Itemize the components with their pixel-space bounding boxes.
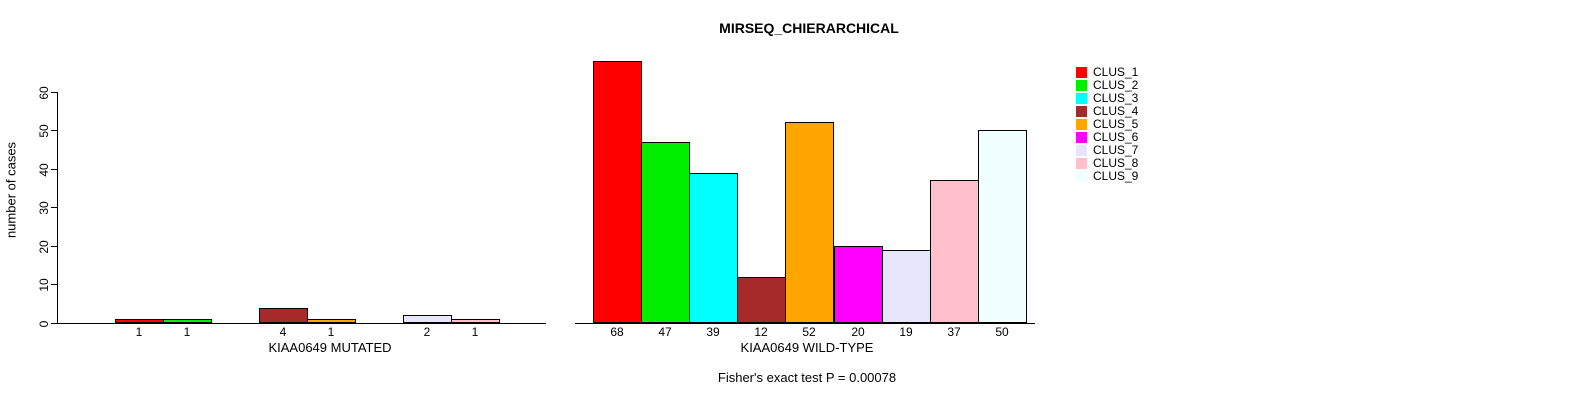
bar-clus_1 [115, 319, 164, 323]
y-tick-mark [51, 284, 57, 285]
bar-count-label: 1 [471, 325, 479, 339]
legend-swatch-clus_4 [1076, 106, 1087, 117]
y-tick-label: 10 [37, 277, 51, 292]
bar-count-label: 2 [423, 325, 431, 339]
y-tick-label: 0 [37, 320, 51, 327]
x-axis-line [575, 323, 1035, 324]
bar-count-label: 50 [995, 325, 1009, 339]
y-tick-mark [51, 323, 57, 324]
bar-count-label: 39 [706, 325, 720, 339]
y-tick-label: 40 [37, 162, 51, 177]
bar-clus_3 [689, 173, 738, 323]
legend-label-clus_9: CLUS_9 [1093, 169, 1139, 183]
bar-count-label: 68 [610, 325, 624, 339]
bar-clus_6 [834, 246, 883, 323]
bar-count-label: 12 [754, 325, 768, 339]
y-axis-title: number of cases [3, 141, 19, 239]
bar-clus_8 [930, 180, 979, 323]
x-axis-label-mutated: KIAA0649 MUTATED [268, 340, 392, 355]
legend-swatch-clus_1 [1076, 67, 1087, 78]
legend-label-clus_3: CLUS_3 [1093, 91, 1139, 105]
bar-clus_4 [259, 308, 308, 323]
legend-label-clus_4: CLUS_4 [1093, 104, 1139, 118]
legend-label-clus_8: CLUS_8 [1093, 156, 1139, 170]
legend-swatch-clus_6 [1076, 132, 1087, 143]
legend-swatch-clus_7 [1076, 145, 1087, 156]
footnote-fisher-test: Fisher's exact test P = 0.00078 [717, 370, 897, 385]
legend-swatch-clus_3 [1076, 93, 1087, 104]
bar-clus_1 [593, 61, 642, 323]
y-tick-mark [51, 207, 57, 208]
y-tick-mark [51, 130, 57, 131]
legend-label-clus_7: CLUS_7 [1093, 143, 1139, 157]
bar-count-label: 1 [327, 325, 335, 339]
legend-label-clus_6: CLUS_6 [1093, 130, 1139, 144]
bar-clus_5 [785, 122, 834, 323]
bar-count-label: 4 [279, 325, 287, 339]
bar-count-label: 20 [851, 325, 865, 339]
bar-clus_7 [403, 315, 452, 323]
x-axis-label-wildtype: KIAA0649 WILD-TYPE [740, 340, 874, 355]
y-tick-mark [51, 169, 57, 170]
bar-clus_4 [737, 277, 786, 323]
y-tick-label: 20 [37, 239, 51, 254]
x-axis-line [57, 323, 546, 324]
bar-count-label: 47 [658, 325, 672, 339]
bar-count-label: 37 [947, 325, 961, 339]
legend-label-clus_5: CLUS_5 [1093, 117, 1139, 131]
y-tick-label: 30 [37, 200, 51, 215]
bar-count-label: 1 [135, 325, 143, 339]
y-tick-mark [51, 246, 57, 247]
bar-count-label: 19 [899, 325, 913, 339]
bar-clus_8 [451, 319, 500, 323]
bar-clus_2 [163, 319, 212, 323]
bar-count-label: 1 [183, 325, 191, 339]
bar-count-label: 52 [802, 325, 816, 339]
bar-clus_9 [978, 130, 1027, 323]
legend-swatch-clus_5 [1076, 119, 1087, 130]
legend-label-clus_2: CLUS_2 [1093, 78, 1139, 92]
bar-clus_7 [882, 250, 931, 323]
legend-swatch-clus_2 [1076, 80, 1087, 91]
y-axis-line [57, 92, 58, 324]
legend-swatch-clus_9 [1076, 171, 1087, 182]
legend-swatch-clus_8 [1076, 158, 1087, 169]
y-tick-label: 50 [37, 123, 51, 138]
chart-title: MIRSEQ_CHIERARCHICAL [719, 20, 899, 36]
bar-clus_5 [307, 319, 356, 323]
legend-label-clus_1: CLUS_1 [1093, 65, 1139, 79]
bar-clus_2 [641, 142, 690, 323]
y-tick-mark [51, 92, 57, 93]
y-tick-label: 60 [37, 85, 51, 100]
